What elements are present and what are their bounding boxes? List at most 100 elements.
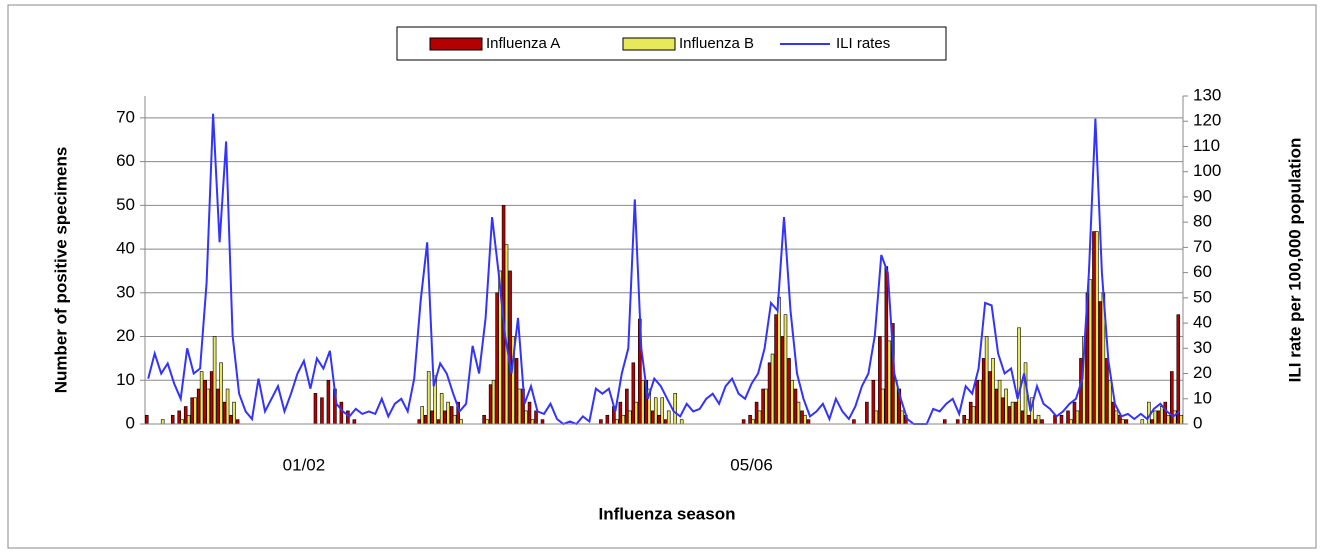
- bar: [621, 414, 626, 425]
- bar: [1108, 379, 1112, 425]
- bar: [783, 314, 788, 425]
- bar: [439, 393, 444, 425]
- bar: [965, 419, 969, 425]
- bar: [430, 410, 434, 425]
- y-tick-label: 50: [116, 195, 135, 214]
- bar: [1014, 401, 1018, 425]
- bar: [962, 414, 966, 425]
- bar: [346, 410, 350, 425]
- bar: [527, 401, 532, 425]
- y-tick-label: 60: [116, 151, 135, 170]
- bar: [1172, 410, 1177, 425]
- ili-line: [147, 113, 1181, 426]
- bar: [881, 388, 885, 425]
- bar: [1111, 401, 1116, 425]
- bar: [651, 410, 655, 425]
- bar: [1036, 414, 1041, 425]
- bar: [874, 410, 879, 425]
- bar: [1079, 358, 1083, 425]
- bar: [666, 410, 671, 425]
- bar: [640, 379, 645, 425]
- y2-tick-label: 130: [1193, 85, 1221, 104]
- bar: [1114, 410, 1119, 425]
- bar: [634, 401, 639, 425]
- bar: [1010, 401, 1015, 425]
- y2-tick-label: 50: [1193, 287, 1212, 306]
- bar: [1075, 410, 1080, 425]
- bar: [984, 336, 989, 425]
- bar: [426, 371, 431, 425]
- bar: [313, 393, 318, 425]
- bar: [994, 388, 999, 425]
- bar: [1059, 414, 1064, 425]
- bar: [485, 419, 489, 425]
- bar: [212, 336, 217, 425]
- bar: [988, 371, 992, 425]
- bar: [420, 406, 424, 425]
- bar: [660, 397, 665, 425]
- bar: [339, 401, 344, 425]
- bar: [190, 397, 194, 425]
- bar: [534, 410, 538, 425]
- bar: [1157, 410, 1161, 425]
- bar: [443, 410, 447, 425]
- bar: [628, 410, 632, 425]
- bar: [199, 371, 204, 425]
- bar: [806, 419, 811, 425]
- bar: [160, 419, 165, 425]
- bar: [352, 419, 357, 425]
- bar: [1004, 388, 1008, 425]
- bar: [446, 401, 450, 425]
- y2-tick-label: 40: [1193, 313, 1212, 332]
- bar: [663, 419, 668, 425]
- bar: [203, 379, 207, 425]
- bar: [423, 414, 428, 425]
- y-axis-title: Number of positive specimens: [51, 147, 70, 394]
- bar: [1007, 406, 1012, 425]
- y-tick-label: 70: [116, 107, 135, 126]
- y-tick-label: 40: [116, 239, 135, 258]
- bar: [780, 336, 785, 425]
- bar: [225, 388, 230, 425]
- bar: [1179, 414, 1184, 425]
- bar: [679, 419, 684, 425]
- bar: [865, 401, 869, 425]
- bar: [495, 292, 499, 425]
- bar: [1176, 314, 1181, 425]
- bar: [767, 362, 772, 425]
- bar: [741, 419, 746, 425]
- bar: [488, 384, 493, 425]
- bar: [803, 414, 807, 425]
- bar: [1033, 419, 1038, 425]
- bar: [216, 388, 220, 425]
- bar: [978, 379, 982, 425]
- bar: [482, 414, 486, 425]
- x-axis-title: Influenza season: [599, 504, 736, 523]
- y-tick-label: 0: [126, 413, 135, 432]
- bar: [793, 388, 798, 425]
- bar: [219, 362, 223, 425]
- bar: [1121, 419, 1125, 425]
- bar: [436, 419, 441, 425]
- bar: [530, 419, 535, 425]
- bar: [144, 414, 149, 425]
- bar: [417, 419, 422, 425]
- bar: [754, 401, 759, 425]
- bar: [524, 410, 528, 425]
- bar: [673, 393, 677, 425]
- bar: [790, 379, 794, 425]
- bar: [774, 314, 778, 425]
- bar: [1066, 410, 1070, 425]
- bar: [459, 419, 463, 425]
- bar: [657, 414, 662, 425]
- bar: [1040, 419, 1044, 425]
- bar: [796, 401, 801, 425]
- bar: [508, 270, 512, 425]
- x-tick-label: 01/02: [283, 455, 326, 474]
- y-tick-label: 10: [116, 370, 135, 389]
- legend-label: Influenza B: [679, 35, 754, 52]
- bar: [1088, 279, 1093, 425]
- y-tick-label: 20: [116, 326, 135, 345]
